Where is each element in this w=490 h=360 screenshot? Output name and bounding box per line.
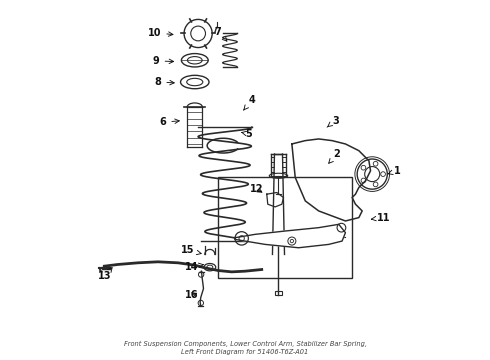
Text: 12: 12 (250, 184, 264, 194)
Bar (275, 291, 282, 294)
Text: 15: 15 (181, 246, 201, 256)
Text: 6: 6 (160, 117, 179, 127)
Text: 10: 10 (148, 28, 173, 38)
Text: 5: 5 (242, 129, 252, 139)
Bar (218, 177, 352, 278)
Text: 1: 1 (388, 166, 401, 176)
Text: 14: 14 (185, 261, 204, 271)
Polygon shape (235, 224, 345, 248)
Text: 9: 9 (153, 56, 173, 66)
Text: 4: 4 (244, 95, 255, 110)
Text: 2: 2 (329, 149, 341, 163)
Text: 3: 3 (327, 116, 339, 127)
Text: Front Suspension Components, Lower Control Arm, Stabilizer Bar Spring,
Left Fron: Front Suspension Components, Lower Contr… (123, 341, 367, 355)
Text: 8: 8 (154, 77, 174, 87)
Text: 16: 16 (185, 290, 198, 300)
Text: 11: 11 (371, 213, 391, 222)
Text: 7: 7 (215, 27, 227, 41)
Text: 13: 13 (98, 267, 112, 281)
